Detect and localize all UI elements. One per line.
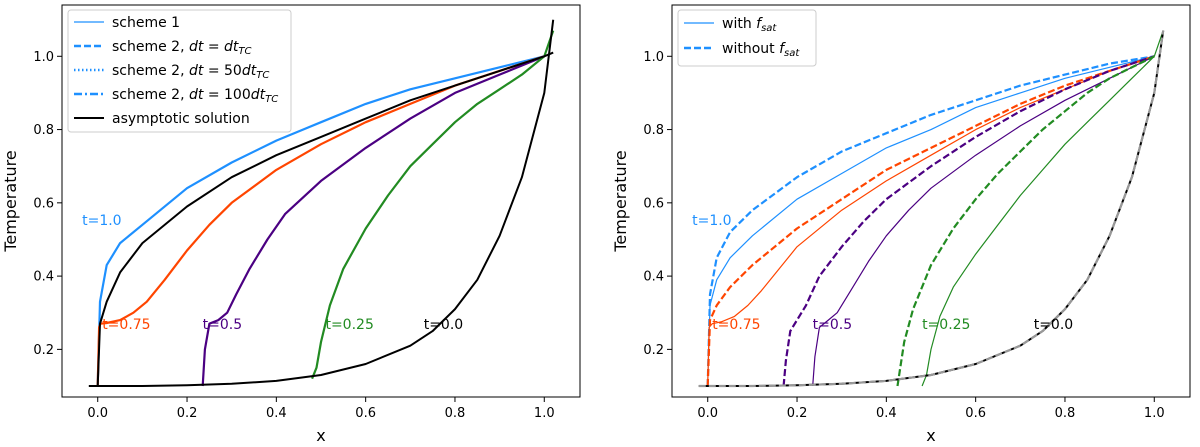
series-line-t-0-5 [201, 55, 545, 387]
x-tick-label: 0.0 [87, 406, 108, 421]
series-line-t-0-0-without [698, 30, 1165, 388]
left-ticks: 0.0 0.2 0.4 0.6 0.8 1.0 0.2 0.4 0.6 0.8 1.0 [33, 50, 554, 421]
x-tick-label: 0.2 [177, 406, 198, 421]
series-line-t-1-0-without [706, 55, 1155, 387]
right-panel: 0.0 0.2 0.4 0.6 0.8 1.00.20.40.60.81.0 t=1.0t… [611, 4, 1191, 445]
y-tick-label: 1.0 [33, 50, 54, 65]
x-tick-label: 0.4 [876, 406, 897, 421]
y-tick-label: 0.4 [33, 270, 54, 285]
curve-label: t=0.25 [922, 317, 970, 333]
y-tick-label: 0.4 [643, 270, 664, 285]
legend-label-scheme2-100dt: scheme 2, dt = 100dtTC [112, 87, 278, 105]
series-line-t-0-25 [311, 30, 555, 380]
curve-label: t=0.75 [102, 317, 150, 333]
series-line-asymptotic [96, 51, 554, 387]
x-tick-label: 1.0 [534, 406, 555, 421]
left-panel: 0.0 0.2 0.4 0.6 0.8 1.00.20.40.60.81.0 t=1.0t… [1, 4, 581, 445]
series-line-t-0-75-with [707, 55, 1155, 387]
series-line-t-1-0-with [707, 55, 1155, 387]
legend-label-asymptotic: asymptotic solution [112, 111, 250, 127]
right-legend-box [677, 9, 817, 67]
left-x-axis-title: x [316, 426, 325, 445]
legend-label-scheme1: scheme 1 [112, 15, 180, 31]
x-tick-label: 0.2 [787, 406, 808, 421]
x-tick-label: 0.8 [1055, 406, 1076, 421]
right-y-axis-title: Temperature [611, 150, 630, 252]
curve-label: t=1.0 [82, 213, 121, 229]
y-tick-label: 0.8 [643, 123, 664, 138]
y-tick-label: 0.8 [33, 123, 54, 138]
y-tick-label: 0.2 [33, 343, 54, 358]
y-tick-label: 0.2 [643, 343, 664, 358]
curve-label: t=0.25 [325, 317, 373, 333]
y-tick-label: 0.6 [33, 196, 54, 211]
left-legend-box [67, 9, 292, 133]
legend-label-scheme2-dt: scheme 2, dt = dtTC [112, 39, 252, 57]
x-tick-label: 1.0 [1144, 406, 1165, 421]
curve-label: t=0.0 [1034, 317, 1073, 333]
right-ticks: 0.0 0.2 0.4 0.6 0.8 1.0 0.2 0.4 0.6 0.8 1.0 [643, 50, 1164, 421]
series-line-t-0-25-with [921, 30, 1164, 387]
curve-label: t=0.5 [203, 317, 242, 333]
right-plot-frame [671, 4, 1191, 398]
y-tick-label: 0.6 [643, 196, 664, 211]
series-line-t-1-0 [96, 55, 545, 387]
x-tick-label: 0.4 [266, 406, 287, 421]
right-annotations: t=1.0 t=0.75 t=0.5 t=0.25 t=0.0 [692, 213, 1073, 333]
left-curves [88, 19, 555, 387]
right-x-axis-title: x [926, 426, 935, 445]
series-line-t-0-0 [88, 19, 555, 387]
series-line-t-0-75 [96, 55, 545, 387]
curve-label: t=0.75 [712, 317, 760, 333]
x-tick-label: 0.6 [965, 406, 986, 421]
left-annotations: t=1.0 t=0.75 t=0.5 t=0.25 t=0.0 [82, 213, 463, 333]
right-legend: with fsat without fsat [677, 9, 817, 67]
series-line-t-0-5-without [782, 55, 1155, 387]
curve-label: t=1.0 [692, 213, 731, 229]
left-y-axis-title: Temperature [1, 150, 20, 252]
curve-label: t=0.5 [813, 317, 852, 333]
x-tick-label: 0.8 [445, 406, 466, 421]
series-line-t-0-75-without [706, 55, 1155, 387]
x-tick-label: 0.0 [697, 406, 718, 421]
left-plot-frame [61, 4, 581, 398]
y-tick-label: 1.0 [643, 50, 664, 65]
series-line-t-0-25-without [896, 55, 1155, 387]
right-curves [698, 30, 1165, 388]
legend-label-without-fsat: without fsat [722, 41, 800, 59]
left-legend: scheme 1 scheme 2, dt = dtTC scheme 2, d… [67, 9, 292, 133]
series-line-t-0-5-with [812, 55, 1155, 387]
legend-label-scheme2-50dt: scheme 2, dt = 50dtTC [112, 63, 269, 81]
curve-label: t=0.0 [424, 317, 463, 333]
x-tick-label: 0.6 [355, 406, 376, 421]
